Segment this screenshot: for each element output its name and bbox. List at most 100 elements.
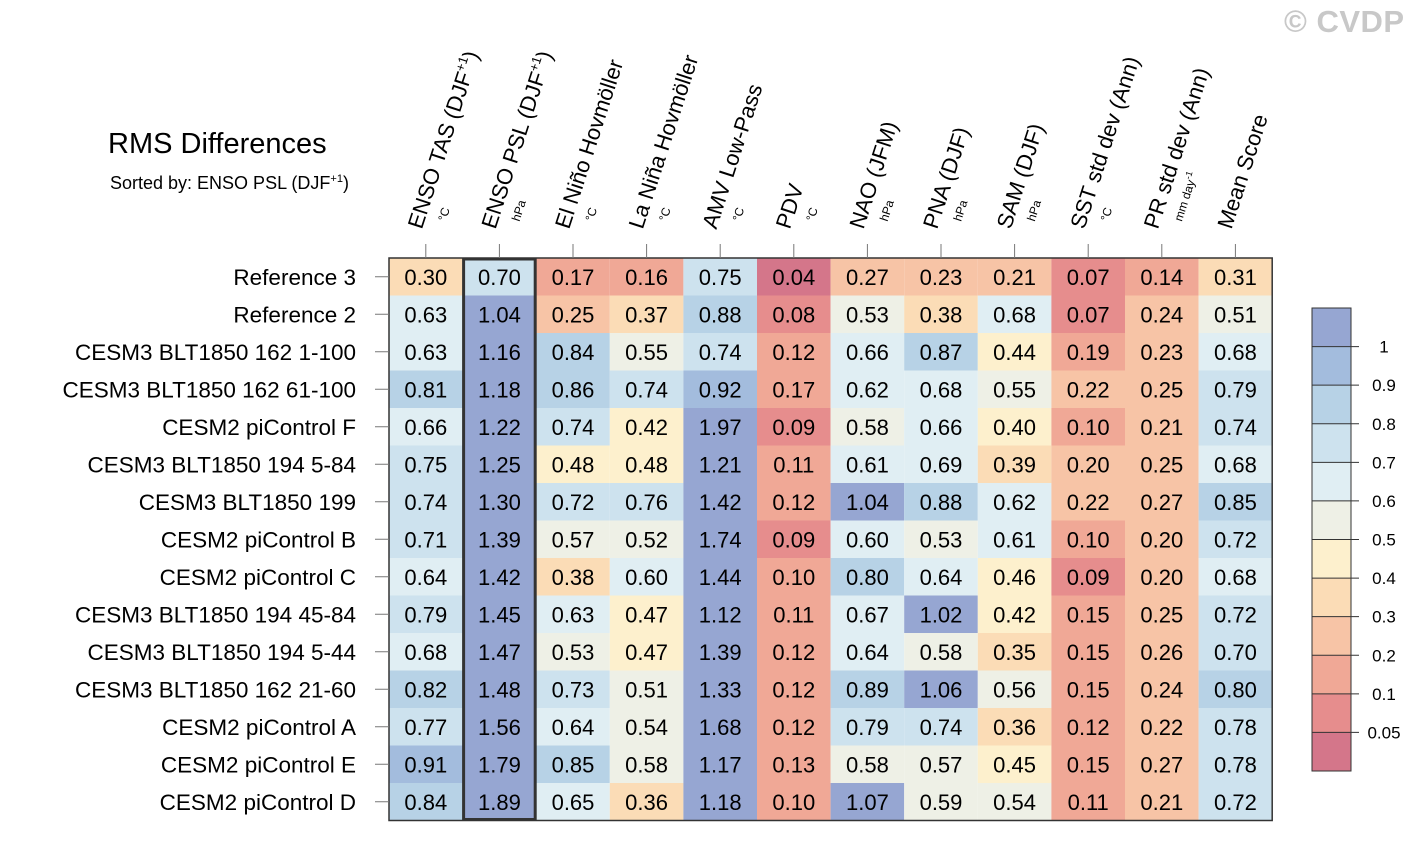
heatmap-cell bbox=[977, 520, 1052, 558]
cell-value-label: 0.74 bbox=[404, 490, 447, 515]
cell-value-label: 0.12 bbox=[772, 340, 815, 365]
heatmap-cell bbox=[389, 783, 463, 821]
cell-value-label: 1.97 bbox=[699, 415, 742, 440]
heatmap-cell bbox=[830, 558, 905, 596]
colorbar-tick-label: 0.3 bbox=[1372, 608, 1396, 627]
cell-value-label: 0.09 bbox=[772, 527, 815, 552]
heatmap-cell bbox=[609, 483, 684, 521]
heatmap-cell bbox=[1051, 370, 1125, 408]
heatmap-cell bbox=[830, 408, 905, 446]
heatmap-cell bbox=[757, 708, 831, 746]
heatmap-cell bbox=[757, 520, 831, 558]
cell-value-label: 0.53 bbox=[552, 640, 595, 665]
row-label: CESM3 BLT1850 194 45-84 bbox=[75, 602, 356, 627]
heatmap-cell bbox=[462, 408, 537, 446]
cell-value-label: 0.27 bbox=[1140, 490, 1183, 515]
heatmap-cell bbox=[904, 258, 978, 296]
row-label: CESM2 piControl B bbox=[161, 527, 356, 552]
heatmap-cell bbox=[1125, 745, 1199, 783]
heatmap-cell bbox=[389, 445, 463, 483]
cell-value-label: 1.17 bbox=[699, 752, 742, 777]
cell-value-label: 0.58 bbox=[625, 752, 668, 777]
cell-value-label: 0.12 bbox=[772, 715, 815, 740]
colorbar-segment bbox=[1312, 423, 1351, 463]
heatmap-cell bbox=[683, 558, 757, 596]
column-label: Mean Score bbox=[1212, 111, 1272, 232]
cell-value-label: 0.87 bbox=[920, 340, 963, 365]
cell-value-label: 0.64 bbox=[552, 715, 595, 740]
heatmap-cell bbox=[389, 633, 463, 671]
cell-value-label: 0.22 bbox=[1067, 377, 1110, 402]
heatmap-cell bbox=[683, 483, 757, 521]
heatmap-cell bbox=[389, 258, 463, 296]
heatmap-cell bbox=[1198, 708, 1273, 746]
cell-value-label: 0.37 bbox=[625, 302, 668, 327]
row-label: CESM2 piControl C bbox=[160, 565, 356, 590]
heatmap-cell bbox=[757, 670, 831, 708]
heatmap-cell bbox=[757, 445, 831, 483]
column-unit-label: °C bbox=[583, 205, 601, 222]
cell-value-label: 0.60 bbox=[625, 565, 668, 590]
heatmap-cell bbox=[462, 670, 537, 708]
column-unit-label: °C bbox=[1098, 205, 1116, 222]
heatmap-cell bbox=[904, 708, 978, 746]
heatmap-cell bbox=[683, 445, 757, 483]
heatmap-cell bbox=[389, 745, 463, 783]
heatmap-cell bbox=[683, 258, 757, 296]
cell-value-label: 1.68 bbox=[699, 715, 742, 740]
heatmap-cell bbox=[462, 558, 537, 596]
cell-value-label: 0.60 bbox=[846, 527, 889, 552]
cell-value-label: 1.12 bbox=[699, 602, 742, 627]
heatmap-cell bbox=[462, 783, 537, 821]
cell-value-label: 0.84 bbox=[552, 340, 595, 365]
cell-value-label: 0.10 bbox=[1067, 415, 1110, 440]
heatmap-cell bbox=[1125, 670, 1199, 708]
heatmap-cell bbox=[389, 595, 463, 633]
heatmap-cell bbox=[462, 520, 537, 558]
heatmap-cell bbox=[683, 295, 757, 333]
heatmap-cell bbox=[609, 258, 684, 296]
cell-value-label: 0.25 bbox=[1140, 452, 1183, 477]
cell-value-label: 0.86 bbox=[552, 377, 595, 402]
cell-value-label: 0.38 bbox=[920, 302, 963, 327]
cell-value-label: 0.54 bbox=[993, 790, 1036, 815]
column-label: SST std dev (Ann) bbox=[1065, 53, 1144, 231]
heatmap-cell bbox=[609, 708, 684, 746]
heatmap-cell bbox=[462, 445, 537, 483]
heatmap-cell bbox=[757, 408, 831, 446]
cell-value-label: 0.77 bbox=[404, 715, 447, 740]
cell-value-label: 0.11 bbox=[773, 452, 814, 477]
heatmap-cell bbox=[757, 370, 831, 408]
heatmap-cell bbox=[683, 595, 757, 633]
heatmap-cell bbox=[609, 670, 684, 708]
cell-value-label: 0.25 bbox=[1140, 377, 1183, 402]
colorbar-segment bbox=[1312, 462, 1351, 501]
cell-value-label: 0.35 bbox=[993, 640, 1036, 665]
heatmap-cell bbox=[609, 595, 684, 633]
cell-value-label: 1.44 bbox=[699, 565, 742, 590]
cell-value-label: 1.48 bbox=[478, 677, 521, 702]
heatmap-cell bbox=[389, 408, 463, 446]
column-label: PDV bbox=[771, 180, 809, 231]
watermark-text: © CVDP bbox=[1284, 4, 1405, 39]
heatmap-cell bbox=[1051, 483, 1125, 521]
heatmap-cell bbox=[1125, 333, 1199, 371]
heatmap-cell bbox=[1198, 370, 1273, 408]
heatmap-cell bbox=[462, 333, 537, 371]
cell-value-label: 0.88 bbox=[699, 302, 742, 327]
cell-value-label: 0.74 bbox=[1214, 415, 1257, 440]
heatmap-cell bbox=[536, 745, 610, 783]
heatmap-cell bbox=[536, 408, 610, 446]
cell-value-label: 0.48 bbox=[552, 452, 595, 477]
heatmap-cell bbox=[1125, 708, 1199, 746]
heatmap-cell bbox=[830, 783, 905, 821]
cell-value-label: 0.79 bbox=[846, 715, 889, 740]
column-unit-label: hPa bbox=[877, 198, 897, 223]
heatmap-cell bbox=[389, 370, 463, 408]
colorbar-tick-label: 0.05 bbox=[1367, 723, 1400, 742]
row-label: CESM2 piControl E bbox=[161, 752, 356, 777]
heatmap-cell bbox=[977, 445, 1052, 483]
cell-value-label: 0.57 bbox=[920, 752, 963, 777]
cell-value-label: 0.68 bbox=[1214, 452, 1257, 477]
heatmap-cell bbox=[1051, 408, 1125, 446]
